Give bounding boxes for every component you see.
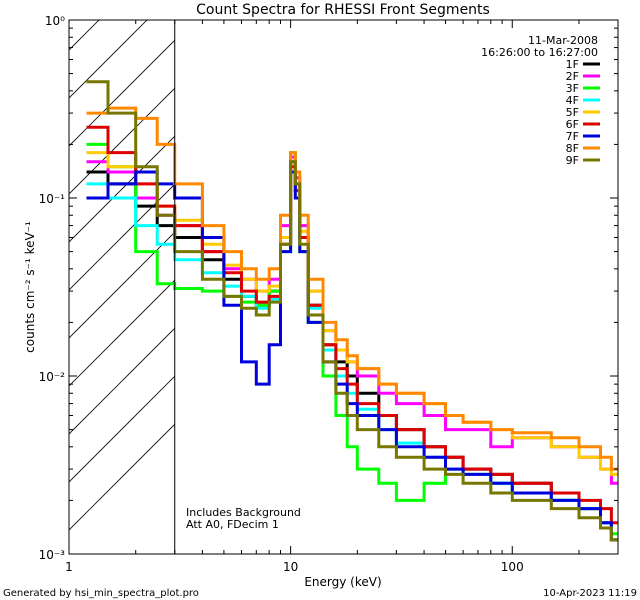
legend-label-1F: 1F (566, 58, 579, 71)
y-axis-label: counts cm⁻² s⁻¹ keV⁻¹ (23, 221, 37, 353)
hatch-line (69, 20, 148, 99)
hatch-line (69, 423, 175, 531)
plot-frame (68, 19, 619, 555)
hatch-line (69, 87, 175, 195)
legend-label-4F: 4F (566, 94, 579, 107)
chart-title: Count Spectra for RHESSI Front Segments (196, 2, 490, 18)
hatch-line (69, 279, 175, 387)
attenuator-note: Att A0, FDecim 1 (186, 518, 279, 531)
legend-label-5F: 5F (566, 106, 579, 119)
legend-label-9F: 9F (566, 154, 579, 167)
legend-label-2F: 2F (566, 70, 579, 83)
legend-label-7F: 7F (566, 130, 579, 143)
y-tick-label: 10⁰ (45, 14, 65, 28)
hatched-background-region (69, 20, 175, 531)
legend-label-3F: 3F (566, 82, 579, 95)
series-layer (86, 80, 618, 542)
axes: 1 10 100 10⁰ 10⁻¹ 10⁻² 10⁻³ (39, 14, 619, 574)
hatch-line (69, 135, 175, 243)
legend-label-8F: 8F (566, 142, 579, 155)
series-3F-line (86, 142, 618, 536)
legend-label-6F: 6F (566, 118, 579, 131)
series-5F-line (86, 151, 618, 476)
series-9F-line (86, 80, 618, 542)
series-8F-line (86, 106, 618, 471)
x-tick-label: 10 (283, 560, 298, 574)
generated-by: Generated by hsi_min_spectra_plot.pro (3, 588, 199, 599)
date-label: 11-Mar-2008 (528, 34, 598, 47)
plot-annotations: Includes Background Att A0, FDecim 1 (186, 506, 301, 531)
y-tick-label: 10⁻³ (39, 548, 66, 562)
generation-timestamp: 10-Apr-2023 11:19 (543, 588, 637, 599)
x-tick-label: 1 (65, 560, 73, 574)
background-note: Includes Background (186, 506, 301, 519)
hatch-line (69, 375, 175, 483)
y-tick-label: 10⁻² (39, 370, 66, 384)
x-tick-label: 100 (501, 560, 524, 574)
series-6F-line (86, 125, 618, 525)
x-axis-label: Energy (keV) (304, 575, 381, 589)
hatch-line (69, 231, 175, 339)
date-annotation: 11-Mar-2008 16:26:00 to 16:27:00 (481, 34, 598, 59)
y-tick-label: 10⁻¹ (39, 192, 66, 206)
hatch-line (69, 39, 175, 147)
hatch-line (69, 183, 175, 291)
time-range-label: 16:26:00 to 16:27:00 (481, 46, 598, 59)
